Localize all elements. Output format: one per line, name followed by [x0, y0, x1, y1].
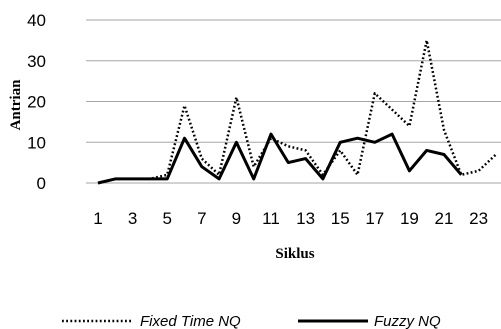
x-tick-label: 11 — [262, 209, 280, 228]
x-tick-label: 5 — [162, 209, 171, 228]
x-tick-label: 1 — [93, 209, 102, 228]
series-lines — [97, 39, 497, 185]
x-axis-ticks: 1 3 5 7 9 11 13 15 17 19 21 23 — [93, 209, 488, 228]
y-tick-label: 20 — [27, 93, 46, 112]
x-tick-label: 3 — [128, 209, 137, 228]
x-tick-label: 17 — [365, 209, 384, 228]
legend: Fixed Time NQ Fuzzy NQ — [62, 313, 441, 329]
y-tick-label: 30 — [27, 52, 46, 71]
x-tick-label: 7 — [197, 209, 206, 228]
y-tick-label: 0 — [37, 174, 46, 193]
x-tick-label: 9 — [232, 209, 241, 228]
legend-label-fuzzy-nq: Fuzzy NQ — [374, 313, 441, 329]
gridlines — [86, 19, 501, 184]
x-tick-label: 19 — [400, 209, 419, 228]
series-line-fuzzy-nq — [97, 132, 463, 185]
x-tick-label: 21 — [435, 209, 454, 228]
x-axis-title: Siklus — [275, 246, 314, 262]
legend-label-fixed-time-nq: Fixed Time NQ — [140, 313, 241, 329]
y-tick-label: 40 — [27, 11, 46, 30]
x-tick-label: 23 — [469, 209, 488, 228]
x-tick-label: 15 — [331, 209, 350, 228]
y-axis-title: Antrian — [8, 79, 24, 130]
y-tick-label: 10 — [27, 133, 46, 152]
x-tick-label: 13 — [296, 209, 315, 228]
series-line-fixed-time-nq — [97, 39, 497, 185]
y-axis-ticks: 0 10 20 30 40 — [27, 11, 46, 193]
